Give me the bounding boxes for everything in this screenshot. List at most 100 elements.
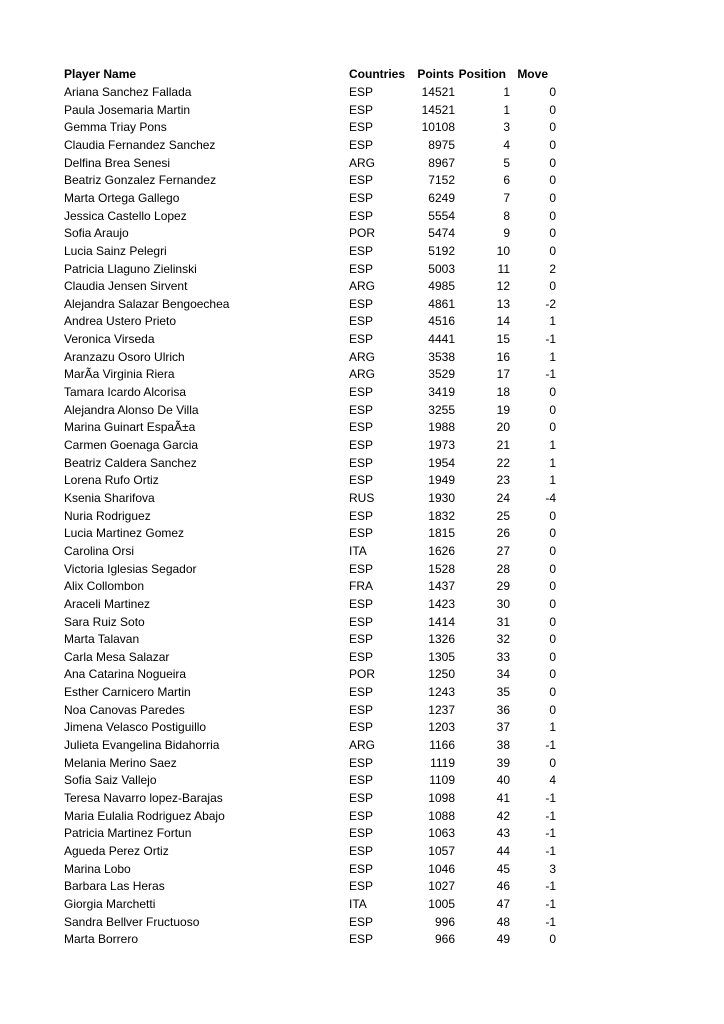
- cell-move: 3: [549, 861, 556, 876]
- cell-move: 0: [549, 385, 556, 400]
- cell-points: 1949: [428, 473, 455, 488]
- header-player-name: Player Name: [64, 67, 137, 81]
- cell-player-name: Marta Talavan: [64, 632, 140, 647]
- cell-player-name: Tamara Icardo Alcorisa: [64, 385, 187, 400]
- table-row: Nuria Rodriguez ESP 1832 25 0: [0, 508, 724, 526]
- cell-country: ESP: [349, 420, 374, 435]
- cell-move: 0: [549, 632, 556, 647]
- cell-country: ESP: [349, 173, 374, 188]
- table-row: Beatriz Caldera Sanchez ESP 1954 22 1: [0, 455, 724, 473]
- cell-position: 6: [503, 173, 510, 188]
- cell-position: 7: [503, 190, 510, 205]
- cell-position: 15: [496, 332, 510, 347]
- table-row: Gemma Triay Pons ESP 10108 3 0: [0, 119, 724, 137]
- cell-points: 5192: [428, 243, 455, 258]
- table-row: Julieta Evangelina Bidahorria ARG 1166 38 -1: [0, 737, 724, 755]
- cell-country: ESP: [349, 755, 374, 770]
- cell-move: 0: [549, 685, 556, 700]
- cell-position: 12: [496, 279, 510, 294]
- cell-country: ESP: [349, 843, 374, 858]
- cell-move: 0: [549, 226, 556, 241]
- cell-position: 5: [503, 155, 510, 170]
- cell-move: 0: [549, 596, 556, 611]
- table-row: Marta Borrero ESP 966 49 0: [0, 931, 724, 949]
- table-row: Marina Guinart EspaÃ±a ESP 1988 20 0: [0, 419, 724, 437]
- cell-move: 1: [549, 720, 556, 735]
- cell-player-name: Claudia Jensen Sirvent: [64, 279, 188, 294]
- cell-player-name: Alejandra Alonso De Villa: [64, 402, 199, 417]
- cell-position: 19: [496, 402, 510, 417]
- cell-country: ESP: [349, 702, 374, 717]
- cell-country: ESP: [349, 826, 374, 841]
- cell-country: ESP: [349, 137, 374, 152]
- cell-country: ESP: [349, 791, 374, 805]
- cell-points: 1063: [428, 826, 455, 841]
- cell-country: ESP: [349, 402, 374, 417]
- cell-player-name: Patricia Martinez Fortun: [64, 826, 192, 841]
- cell-position: 36: [496, 702, 510, 717]
- table-row: Aranzazu Osoro Ulrich ARG 3538 16 1: [0, 349, 724, 367]
- cell-move: 0: [549, 85, 556, 99]
- table-row: Alix Collombon FRA 1437 29 0: [0, 578, 724, 596]
- cell-points: 4516: [428, 314, 455, 329]
- cell-position: 38: [496, 738, 510, 753]
- cell-country: ESP: [349, 932, 374, 947]
- cell-position: 28: [496, 561, 510, 576]
- cell-move: 0: [549, 579, 556, 594]
- cell-country: ESP: [349, 914, 374, 929]
- cell-player-name: Paula Josemaria Martin: [64, 102, 191, 117]
- cell-country: ESP: [349, 508, 374, 523]
- cell-points: 1088: [428, 808, 455, 823]
- cell-position: 21: [496, 438, 510, 452]
- cell-player-name: Beatriz Caldera Sanchez: [64, 455, 197, 470]
- cell-points: 1250: [428, 667, 455, 682]
- cell-points: 1326: [428, 632, 455, 647]
- cell-move: 0: [549, 508, 556, 523]
- cell-points: 1109: [429, 773, 455, 788]
- cell-points: 1832: [428, 508, 455, 523]
- cell-points: 1930: [428, 490, 455, 505]
- cell-position: 42: [496, 808, 510, 823]
- table-row: Ksenia Sharifova RUS 1930 24 -4: [0, 490, 724, 508]
- table-row: Sofia Saiz Vallejo ESP 1109 40 4: [0, 772, 724, 790]
- table-row: Marta Talavan ESP 1326 32 0: [0, 631, 724, 649]
- cell-points: 1815: [428, 526, 455, 541]
- cell-player-name: Giorgia Marchetti: [64, 896, 156, 911]
- cell-move: 1: [549, 438, 556, 452]
- cell-points: 1423: [428, 596, 455, 611]
- cell-position: 1: [503, 102, 510, 117]
- cell-player-name: Patricia Llaguno Zielinski: [64, 261, 197, 276]
- cell-move: 0: [549, 702, 556, 717]
- table-row: Ariana Sanchez Fallada ESP 14521 1 0: [0, 84, 724, 102]
- table-row: Lucia Martinez Gomez ESP 1815 26 0: [0, 525, 724, 543]
- cell-country: POR: [349, 667, 376, 682]
- cell-position: 34: [496, 667, 510, 682]
- table-row: Veronica Virseda ESP 4441 15 -1: [0, 331, 724, 349]
- table-row: Carmen Goenaga Garcia ESP 1973 21 1: [0, 437, 724, 455]
- cell-points: 1626: [428, 543, 455, 558]
- cell-points: 4861: [428, 296, 455, 311]
- cell-player-name: Sara Ruiz Soto: [64, 614, 145, 629]
- cell-player-name: Maria Eulalia Rodriguez Abajo: [64, 808, 225, 823]
- cell-move: 0: [549, 526, 556, 541]
- table-header: Player Name Countries Points Position Mo…: [0, 66, 724, 84]
- cell-player-name: Sofia Saiz Vallejo: [64, 773, 157, 788]
- cell-country: ITA: [349, 896, 367, 911]
- cell-country: ESP: [349, 243, 374, 258]
- cell-country: ESP: [349, 438, 374, 452]
- cell-country: ESP: [349, 208, 374, 223]
- cell-player-name: Delfina Brea Senesi: [64, 155, 171, 170]
- cell-country: ESP: [349, 190, 374, 205]
- cell-player-name: Beatriz Gonzalez Fernandez: [64, 173, 217, 188]
- cell-player-name: Veronica Virseda: [64, 332, 155, 347]
- cell-position: 18: [496, 385, 510, 400]
- cell-player-name: Lucia Sainz Pelegri: [64, 243, 167, 258]
- cell-move: -1: [545, 332, 556, 347]
- cell-country: ESP: [349, 332, 374, 347]
- table-row: Maria Eulalia Rodriguez Abajo ESP 1088 42 -1: [0, 808, 724, 826]
- cell-move: 0: [549, 543, 556, 558]
- cell-points: 1243: [428, 685, 455, 700]
- cell-position: 33: [496, 649, 510, 664]
- cell-points: 1954: [428, 455, 455, 470]
- cell-player-name: Gemma Triay Pons: [64, 120, 167, 135]
